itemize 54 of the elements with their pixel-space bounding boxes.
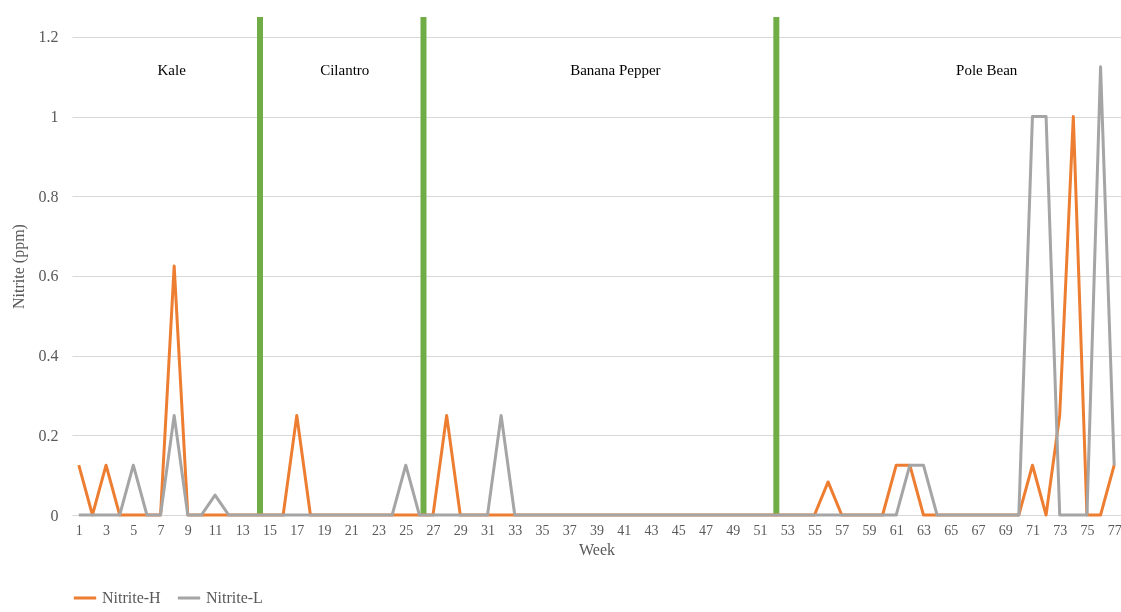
x-tick-label: 71 xyxy=(1025,522,1040,538)
x-tick-label: 1 xyxy=(75,522,83,538)
x-tick-label: 35 xyxy=(535,522,550,538)
annotation: Kale xyxy=(157,62,187,78)
x-tick-label: 9 xyxy=(184,522,192,538)
x-tick-label: 77 xyxy=(1107,522,1121,538)
y-tick-label: 0.6 xyxy=(38,267,59,285)
legend-label: Nitrite-H xyxy=(102,589,162,606)
x-tick-label: 59 xyxy=(862,522,877,538)
y-axis-title: Nitrite (ppm) xyxy=(9,224,28,309)
y-tick-label: 0.4 xyxy=(38,347,59,365)
y-tick-label: 1.2 xyxy=(38,28,59,46)
x-tick-label: 51 xyxy=(753,522,768,538)
x-tick-label: 57 xyxy=(835,522,850,538)
x-tick-label: 29 xyxy=(453,522,468,538)
x-tick-label: 47 xyxy=(698,522,713,538)
x-tick-label: 5 xyxy=(130,522,138,538)
x-tick-label: 75 xyxy=(1080,522,1095,538)
annotation: Cilantro xyxy=(320,62,370,78)
x-tick-label: 25 xyxy=(399,522,414,538)
legend-label: Nitrite-L xyxy=(206,589,263,606)
x-tick-label: 21 xyxy=(344,522,359,538)
x-tick-label: 41 xyxy=(617,522,632,538)
annotation: Pole Bean xyxy=(956,62,1018,78)
x-tick-label: 65 xyxy=(944,522,959,538)
x-tick-label: 17 xyxy=(290,522,305,538)
x-tick-label: 19 xyxy=(317,522,332,538)
y-tick-label: 1 xyxy=(50,108,59,126)
x-tick-label: 33 xyxy=(508,522,523,538)
x-tick-label: 13 xyxy=(235,522,250,538)
x-tick-label: 37 xyxy=(562,522,577,538)
x-tick-label: 23 xyxy=(372,522,387,538)
annotation: Banana Pepper xyxy=(570,62,661,78)
x-axis-title: Week xyxy=(578,540,616,558)
x-tick-label: 15 xyxy=(263,522,278,538)
x-tick-label: 49 xyxy=(726,522,741,538)
x-tick-label: 63 xyxy=(916,522,931,538)
x-tick-label: 69 xyxy=(998,522,1013,538)
x-tick-label: 11 xyxy=(208,522,223,538)
y-tick-label: 0.8 xyxy=(38,187,59,205)
x-tick-label: 55 xyxy=(807,522,822,538)
x-tick-label: 7 xyxy=(157,522,165,538)
x-tick-label: 3 xyxy=(103,522,111,538)
x-tick-label: 27 xyxy=(426,522,441,538)
x-tick-label: 67 xyxy=(971,522,986,538)
x-tick-label: 45 xyxy=(671,522,686,538)
y-tick-label: 0 xyxy=(50,506,59,524)
x-tick-label: 61 xyxy=(889,522,904,538)
y-tick-label: 0.2 xyxy=(38,426,59,444)
x-tick-label: 53 xyxy=(780,522,795,538)
x-tick-label: 73 xyxy=(1053,522,1068,538)
x-tick-label: 31 xyxy=(481,522,496,538)
x-tick-label: 39 xyxy=(590,522,604,538)
x-tick-label: 43 xyxy=(644,522,659,538)
